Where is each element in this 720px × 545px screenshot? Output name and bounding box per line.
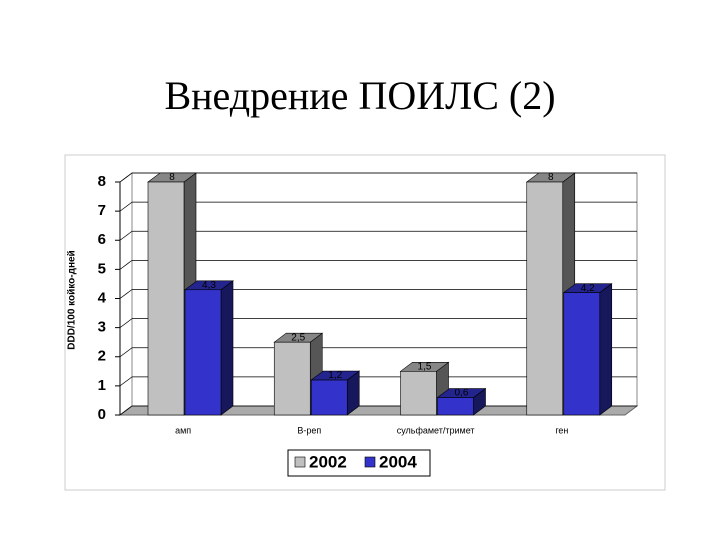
grid-line-side [119, 318, 133, 328]
x-tick-label: ген [555, 425, 568, 435]
value-label: 4,2 [581, 283, 595, 294]
bar [147, 181, 185, 416]
bar [400, 371, 437, 416]
grid-line-side [119, 405, 133, 416]
grid-line-side [119, 172, 133, 183]
bar [184, 289, 222, 416]
grid-line-side [119, 376, 133, 387]
bar [563, 292, 601, 416]
y-tick-label: 1 [98, 377, 106, 394]
legend-swatch [364, 456, 376, 468]
legend-label: 2002 [309, 452, 347, 471]
bar [526, 181, 564, 416]
y-tick-label: 7 [98, 202, 106, 219]
value-label: 1,5 [418, 361, 432, 372]
legend-label: 2004 [379, 452, 417, 471]
bar [273, 341, 311, 416]
x-tick-label: амп [175, 425, 191, 435]
y-axis-label: DDD/100 койко-дней [67, 250, 78, 349]
value-label: 8 [169, 172, 175, 183]
y-tick-label: 6 [98, 231, 106, 248]
grid-line-side [119, 260, 133, 270]
bar-side [599, 283, 613, 416]
value-label: 2,5 [291, 332, 305, 343]
bar [437, 397, 474, 416]
x-tick-label: В-реп [297, 425, 321, 435]
y-tick-label: 3 [98, 319, 106, 336]
slide-title: Внедрение ПОИЛС (2) [164, 73, 555, 118]
value-label: 0,6 [455, 388, 469, 399]
grid-line-side [119, 289, 133, 299]
value-label: 4,3 [202, 280, 216, 291]
grid-line-side [119, 347, 133, 358]
grid-line-side [119, 201, 133, 212]
bar [310, 379, 348, 416]
legend [287, 449, 431, 477]
y-tick-label: 8 [98, 173, 106, 190]
value-label: 1,2 [328, 370, 342, 381]
y-tick-label: 4 [98, 289, 107, 306]
grid-line-side [119, 230, 133, 241]
y-tick-label: 0 [98, 406, 106, 423]
legend-swatch [294, 456, 306, 468]
y-tick-label: 2 [98, 348, 106, 365]
value-label: 8 [548, 172, 554, 183]
y-tick-label: 5 [98, 260, 106, 277]
x-tick-label: сульфамет/тримет [397, 425, 475, 435]
bar-side [220, 280, 234, 416]
